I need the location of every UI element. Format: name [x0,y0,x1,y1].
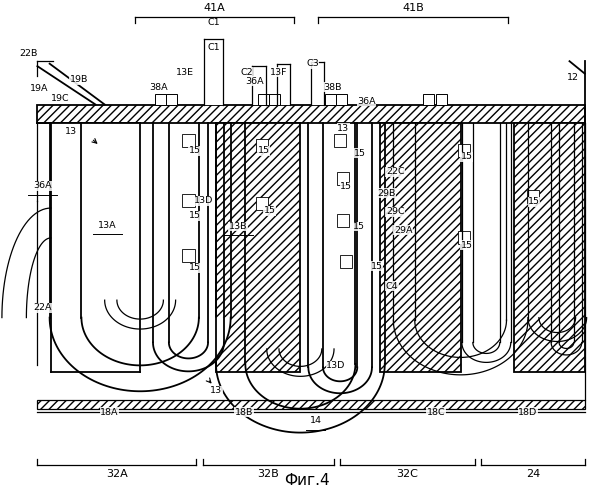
Text: 22B: 22B [19,49,37,58]
Text: 32C: 32C [397,470,418,480]
Bar [340,255,352,268]
Bar [457,232,470,244]
Text: 41A: 41A [204,4,226,14]
Text: 15: 15 [461,152,473,162]
Text: 36A: 36A [357,96,376,106]
Bar [424,94,435,104]
Bar [337,214,349,227]
Text: C4: C4 [386,282,398,290]
Bar [51,124,140,372]
Text: 32A: 32A [106,470,128,480]
Text: 15: 15 [189,211,200,220]
Bar [37,104,585,124]
Bar [256,196,268,209]
Text: 13D: 13D [194,196,213,205]
Bar [204,39,223,104]
Text: 29C: 29C [386,207,405,216]
Text: 29A: 29A [394,226,413,235]
Text: 13: 13 [65,128,77,136]
Text: 38A: 38A [149,82,168,92]
Text: 38B: 38B [324,82,342,92]
Text: 15: 15 [352,222,365,231]
Text: 18B: 18B [235,408,253,416]
Text: 18A: 18A [101,408,119,416]
Text: 13D: 13D [326,362,346,370]
Bar [256,140,268,152]
Bar [182,249,194,262]
Text: 36A: 36A [245,76,264,86]
Text: 15: 15 [354,149,367,158]
Bar [252,66,265,104]
Text: C3: C3 [306,59,319,68]
Text: 15: 15 [461,241,473,250]
Text: 13F: 13F [270,68,287,76]
Bar [182,194,194,207]
Text: 15: 15 [264,206,276,215]
Text: C1: C1 [207,43,220,52]
Bar [311,62,324,104]
Text: C2: C2 [240,68,253,76]
Bar [269,94,280,104]
Bar [514,124,585,372]
Text: 22A: 22A [33,303,51,312]
Text: 13B: 13B [229,222,247,231]
Text: 19A: 19A [30,84,48,93]
Text: 15: 15 [189,146,200,156]
Text: 18D: 18D [518,408,538,416]
Text: 22C: 22C [386,167,405,176]
Text: 15: 15 [189,264,200,272]
Text: 12: 12 [566,72,579,82]
Bar [334,134,346,147]
Bar [167,94,177,104]
Bar [457,144,470,158]
Text: 13: 13 [337,124,349,133]
Bar [156,94,167,104]
Text: 19C: 19C [51,94,70,103]
Bar [380,124,460,372]
Text: C1: C1 [207,18,220,27]
Bar [337,172,349,184]
Bar [276,64,290,104]
Text: 13E: 13E [177,68,194,76]
Text: 41B: 41B [402,4,424,14]
Text: 18C: 18C [427,408,446,416]
Text: 24: 24 [526,470,540,480]
Text: 29B: 29B [377,188,395,198]
Bar [527,190,539,203]
Bar [258,94,269,104]
Bar [337,94,348,104]
Bar [436,94,446,104]
Text: 14: 14 [310,416,322,425]
Text: 13: 13 [210,386,222,396]
Text: 32B: 32B [257,470,279,480]
Bar [326,94,337,104]
Bar [182,134,194,147]
Text: 19B: 19B [70,75,88,84]
Text: Фиг.4: Фиг.4 [284,474,329,488]
Bar [216,124,300,372]
PathPatch shape [50,318,230,392]
Text: 15: 15 [257,146,270,156]
Text: 15: 15 [528,197,540,206]
Text: 36A: 36A [33,181,51,190]
Bar [37,400,585,408]
Text: 15: 15 [371,262,383,271]
Text: 15: 15 [340,182,352,191]
Text: 13A: 13A [99,221,117,230]
